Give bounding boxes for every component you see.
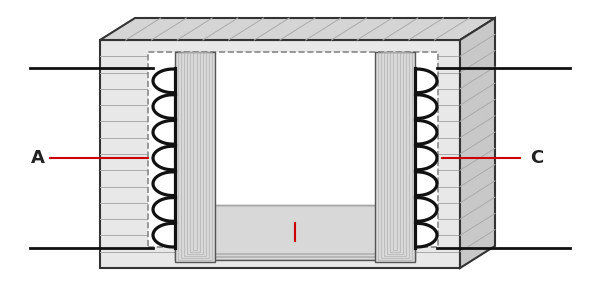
Bar	[393, 52, 397, 250]
Bar	[378, 52, 412, 260]
Bar	[178, 52, 212, 260]
Text: C: C	[530, 149, 543, 167]
Bar	[178, 205, 412, 259]
Bar	[181, 205, 409, 257]
Polygon shape	[100, 18, 495, 40]
Bar	[187, 205, 403, 254]
Bar	[184, 205, 406, 256]
Bar	[375, 52, 415, 262]
Polygon shape	[460, 18, 495, 268]
Text: B: B	[288, 186, 302, 204]
Bar	[100, 40, 460, 268]
Bar	[184, 52, 206, 256]
Bar	[190, 52, 200, 252]
Bar	[175, 52, 215, 262]
Bar	[384, 52, 406, 256]
Bar	[193, 52, 197, 250]
Bar	[190, 205, 400, 253]
Bar	[148, 52, 438, 247]
Bar	[181, 52, 209, 258]
Bar	[175, 205, 415, 260]
Text: A: A	[31, 149, 45, 167]
Bar	[390, 52, 400, 252]
Bar	[381, 52, 409, 258]
Bar	[187, 52, 203, 254]
Bar	[387, 52, 403, 254]
